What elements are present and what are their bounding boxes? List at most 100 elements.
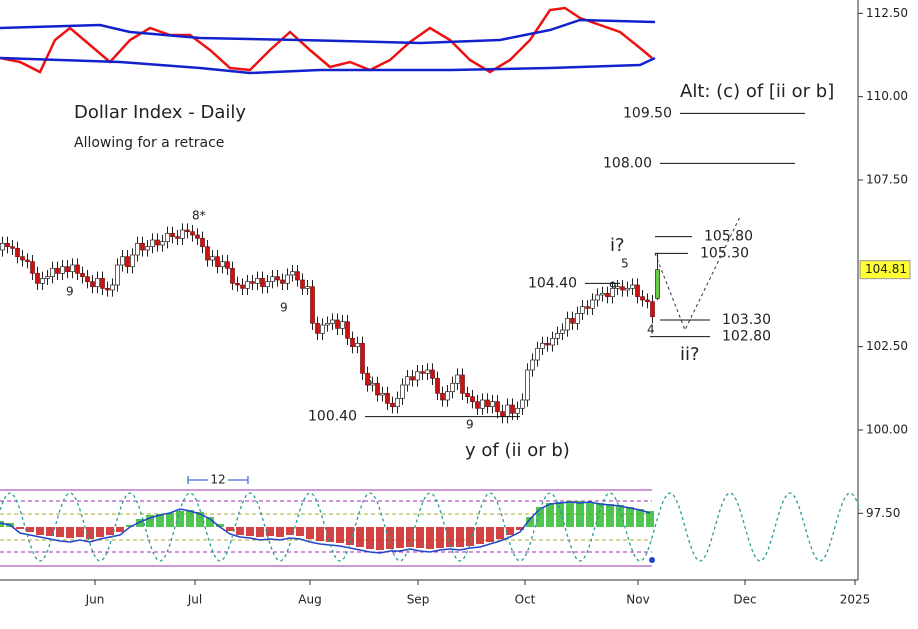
candle-body (330, 319, 335, 324)
x-tick-label: Jul (187, 593, 202, 607)
candle-body (440, 392, 445, 401)
momentum-bar (236, 527, 244, 535)
x-tick-label: Jun (85, 593, 105, 607)
candle-body (115, 264, 120, 286)
candle-body (575, 312, 580, 324)
count-label: 5 (621, 257, 629, 271)
momentum-bar (416, 527, 424, 548)
candle-body (610, 287, 615, 298)
candle-body (535, 347, 540, 361)
momentum-bar (346, 527, 354, 545)
momentum-bar (186, 510, 194, 527)
x-tick-label: Nov (626, 593, 649, 607)
candle-body (565, 317, 570, 331)
candle-body (350, 337, 355, 348)
level-label: 108.00 (603, 155, 652, 171)
candle-body (285, 274, 290, 284)
candle-body (595, 294, 600, 301)
candle-body (240, 284, 245, 289)
momentum-bar (366, 527, 374, 549)
candle-body (140, 242, 145, 251)
x-tick-label: Sep (407, 593, 430, 607)
candle-body (95, 277, 100, 288)
level-label: 105.80 (704, 229, 753, 245)
candle-body (30, 261, 35, 274)
momentum-bar (536, 507, 544, 527)
candle-body (410, 376, 415, 381)
momentum-bar (326, 527, 334, 542)
candle-body (375, 382, 380, 396)
momentum-bar (126, 525, 134, 527)
candle-body (510, 404, 515, 414)
candle-body (245, 281, 250, 289)
candle-body (325, 322, 330, 326)
candle-body (500, 411, 505, 418)
candle-body (480, 399, 485, 409)
candle-body (405, 376, 410, 386)
chart-title: Dollar Index - Daily (74, 102, 246, 123)
candle-body (185, 229, 190, 233)
count-label: 9 (66, 285, 74, 299)
momentum-bar (616, 505, 624, 527)
candle-body (105, 287, 110, 291)
candle-body (495, 401, 500, 413)
momentum-bar (436, 527, 444, 548)
momentum-bar (176, 511, 184, 527)
momentum-bar (336, 527, 344, 543)
candle-body (555, 332, 560, 339)
candle-body (465, 392, 470, 398)
cycle-wave (0, 492, 861, 562)
momentum-bar (566, 501, 574, 527)
candle-body (560, 329, 565, 334)
momentum-bar (516, 527, 524, 530)
candle-body (475, 401, 480, 409)
candle-body (50, 267, 55, 278)
candle-body (0, 242, 5, 251)
candle-body (5, 242, 10, 248)
candle-body (260, 277, 265, 288)
candle-body (420, 371, 425, 374)
candle-body (430, 369, 435, 379)
momentum-bar (116, 527, 124, 532)
candle-body (415, 371, 420, 381)
candle-body (615, 286, 620, 289)
momentum-bar (196, 512, 204, 527)
momentum-bar (296, 527, 304, 536)
momentum-bar (506, 527, 514, 535)
candle-body (10, 246, 15, 249)
oscillator-line (0, 56, 656, 75)
momentum-bar (96, 527, 104, 537)
candle-body (380, 392, 385, 396)
candle-body (435, 377, 440, 394)
momentum-bar (156, 514, 164, 527)
candle-body (60, 266, 65, 274)
candle-body (55, 267, 60, 274)
level-label: 109.50 (623, 105, 672, 121)
candle-body (300, 279, 305, 289)
momentum-bar (496, 527, 504, 539)
candle-body (145, 246, 150, 251)
candle-body (40, 277, 45, 284)
candle-body (460, 374, 465, 394)
candle-body (220, 261, 225, 268)
candle-body (455, 374, 460, 384)
candle-body (170, 232, 175, 238)
candle-body (205, 246, 210, 261)
y-tick-label: 107.50 (866, 173, 908, 187)
momentum-bar (256, 527, 264, 537)
momentum-bar (396, 527, 404, 548)
momentum-bar (426, 527, 434, 549)
candle-body (65, 266, 70, 273)
chart-subtitle: Allowing for a retrace (74, 135, 224, 151)
momentum-bar (276, 527, 284, 537)
momentum-bar (526, 517, 534, 527)
candle-body (540, 342, 545, 349)
candle-body (605, 292, 610, 298)
candle-body (345, 321, 350, 339)
candle-body (275, 276, 280, 281)
momentum-bar (376, 527, 384, 550)
candle-body (620, 286, 625, 291)
candle-body (35, 272, 40, 284)
candle-body (290, 271, 295, 276)
